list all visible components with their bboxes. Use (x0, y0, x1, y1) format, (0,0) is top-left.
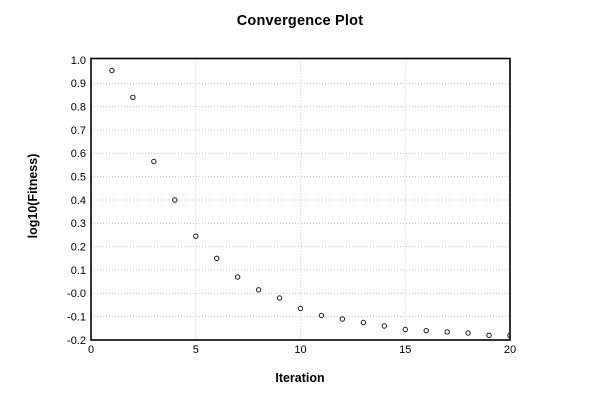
data-point (276, 295, 283, 301)
data-point (234, 274, 241, 280)
x-tick-label: 10 (294, 344, 306, 356)
y-tick-label: 0.7 (71, 125, 86, 137)
x-axis-label: Iteration (275, 371, 325, 385)
gridlines (91, 58, 510, 340)
x-tick-label: 20 (504, 344, 516, 356)
data-point (109, 67, 115, 74)
data-point (339, 316, 346, 322)
data-point (507, 332, 510, 338)
scatter-series (109, 67, 510, 339)
y-tick-label: 0.9 (71, 78, 86, 90)
data-point (255, 287, 262, 293)
x-tick-label: 15 (399, 344, 411, 356)
data-point (444, 329, 450, 335)
data-point (151, 158, 157, 165)
y-tick-label: 0.4 (71, 195, 86, 207)
data-point (423, 327, 429, 334)
x-tick-labels: 0 5 10 15 20 (88, 344, 516, 356)
data-point (486, 332, 492, 339)
y-tick-label: -0.2 (67, 335, 86, 347)
y-tick-label: 0.8 (71, 101, 86, 113)
y-tick-label: -0.0 (67, 288, 86, 300)
y-tick-label: -0.1 (67, 311, 86, 323)
data-point (130, 94, 136, 101)
x-tick-label: 0 (88, 344, 94, 356)
data-point (193, 233, 199, 239)
y-tick-label: 0.6 (71, 148, 86, 160)
y-tick-label: 0.3 (71, 218, 86, 230)
y-tick-label: 0.2 (71, 241, 86, 253)
chart-title: Convergence Plot (236, 13, 364, 29)
y-tick-label: 0.1 (71, 265, 86, 277)
data-point (402, 326, 408, 333)
y-tick-labels: 1.0 0.9 0.8 0.7 0.6 0.5 0.4 0.3 0.2 0.1 -0.0 -0.1 -0… (67, 55, 86, 347)
data-point (318, 312, 325, 319)
data-point (465, 330, 471, 336)
plot-border (90, 57, 511, 341)
data-point (214, 255, 220, 262)
data-point (297, 305, 304, 312)
data-point (360, 319, 367, 326)
data-point (381, 323, 387, 329)
x-tick-label: 5 (193, 344, 199, 356)
data-point (172, 197, 178, 203)
y-tick-label: 1.0 (71, 55, 86, 67)
y-tick-label: 0.5 (71, 171, 86, 183)
